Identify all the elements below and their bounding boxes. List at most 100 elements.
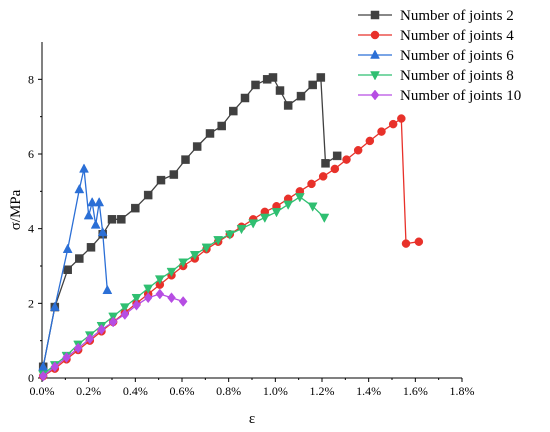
legend-marker	[370, 30, 380, 40]
series-2	[38, 114, 424, 381]
data-point	[321, 159, 330, 168]
data-point	[377, 127, 386, 136]
data-point	[401, 239, 411, 248]
data-point	[38, 370, 48, 382]
x-tick-label: 1.0%	[263, 384, 288, 398]
x-tick-label: 0.0%	[30, 384, 55, 398]
x-tick-label: 0.4%	[123, 384, 148, 398]
data-point	[271, 208, 282, 218]
data-point	[131, 293, 142, 304]
series-4	[38, 193, 330, 380]
x-tick-label: 1.4%	[356, 384, 381, 398]
legend-label: Number of joints 2	[400, 8, 514, 24]
data-point	[108, 316, 118, 328]
data-point	[414, 237, 424, 246]
x-axis-ticks: 0.0% 0.2% 0.4% 0.6% 0.8% 1.0% 1.2% 1.4% 1.6% 1.8%	[30, 378, 475, 398]
series-line	[42, 168, 108, 367]
x-axis-title: ε	[249, 411, 255, 427]
data-point	[388, 119, 398, 129]
data-point	[156, 175, 166, 185]
legend-item: Number of joints 4	[358, 28, 514, 44]
data-point	[342, 155, 351, 164]
legend-label: Number of joints 10	[400, 88, 521, 104]
data-point	[213, 236, 224, 246]
legend-marker	[370, 89, 380, 101]
legend-label: Number of joints 8	[400, 68, 514, 84]
data-point	[178, 258, 189, 268]
y-axis-ticks: 0 2 4 6 8	[28, 72, 42, 385]
data-point	[275, 86, 285, 95]
data-point	[38, 361, 49, 371]
legend-item: Number of joints 6	[358, 48, 514, 64]
data-point	[74, 183, 85, 194]
data-point	[332, 151, 342, 161]
data-point	[318, 172, 328, 181]
data-point	[283, 200, 294, 210]
data-point	[85, 333, 95, 345]
data-point	[62, 352, 71, 363]
data-point	[167, 292, 176, 304]
legend-marker	[370, 71, 380, 81]
data-point	[97, 324, 106, 335]
data-point	[131, 203, 140, 213]
series-line	[42, 196, 325, 375]
data-point	[62, 243, 73, 253]
data-point	[307, 202, 318, 212]
data-point	[201, 243, 212, 253]
data-point	[251, 80, 260, 90]
data-point	[397, 114, 406, 123]
x-tick-label: 1.8%	[450, 384, 475, 398]
series-line	[42, 293, 184, 377]
data-point	[189, 251, 200, 261]
data-point	[119, 303, 130, 313]
data-point	[94, 196, 105, 207]
data-point	[107, 215, 117, 224]
data-point	[181, 155, 190, 164]
data-point	[86, 243, 96, 252]
series-5	[38, 288, 188, 382]
data-point	[365, 136, 375, 146]
data-point	[154, 275, 165, 285]
data-point	[120, 309, 130, 320]
y-tick-label: 2	[28, 296, 34, 310]
y-tick-label: 4	[28, 222, 34, 236]
data-point	[155, 288, 165, 300]
y-axis-title: σ/MPa	[8, 189, 24, 230]
data-point	[132, 299, 141, 311]
legend-label: Number of joints 4	[400, 28, 514, 44]
series-3	[38, 163, 113, 371]
data-point	[166, 267, 177, 278]
x-tick-label: 1.6%	[403, 384, 428, 398]
data-point	[308, 80, 317, 90]
data-point	[143, 190, 153, 200]
series-line	[42, 76, 338, 367]
x-tick-label: 1.2%	[310, 384, 335, 398]
legend-item: Number of joints 8	[358, 68, 514, 84]
data-point	[205, 129, 215, 138]
data-point	[63, 265, 72, 274]
legend-label: Number of joints 6	[400, 48, 514, 64]
data-point	[143, 284, 154, 294]
legend: Number of joints 2 Number of joints 4 Numb…	[358, 8, 521, 104]
legend-item: Number of joints 2	[358, 8, 514, 24]
x-tick-label: 0.2%	[76, 384, 101, 398]
data-point	[248, 219, 259, 229]
data-point	[50, 361, 60, 373]
data-point	[240, 93, 250, 103]
data-point	[75, 254, 84, 263]
data-point	[49, 301, 60, 311]
data-point	[117, 215, 126, 224]
series-line	[42, 117, 419, 377]
data-point	[102, 284, 113, 295]
data-point	[229, 106, 238, 116]
axes: 0.0% 0.2% 0.4% 0.6% 0.8% 1.0% 1.2% 1.4% 1.6% 1.8%…	[8, 42, 475, 427]
data-point	[353, 146, 363, 155]
y-tick-label: 8	[28, 72, 34, 86]
data-point	[90, 219, 101, 229]
data-point	[296, 91, 306, 101]
legend-item: Number of joints 10	[358, 88, 521, 104]
data-point	[143, 292, 153, 304]
data-point	[169, 170, 179, 179]
data-point	[224, 230, 235, 240]
data-point	[192, 142, 202, 151]
